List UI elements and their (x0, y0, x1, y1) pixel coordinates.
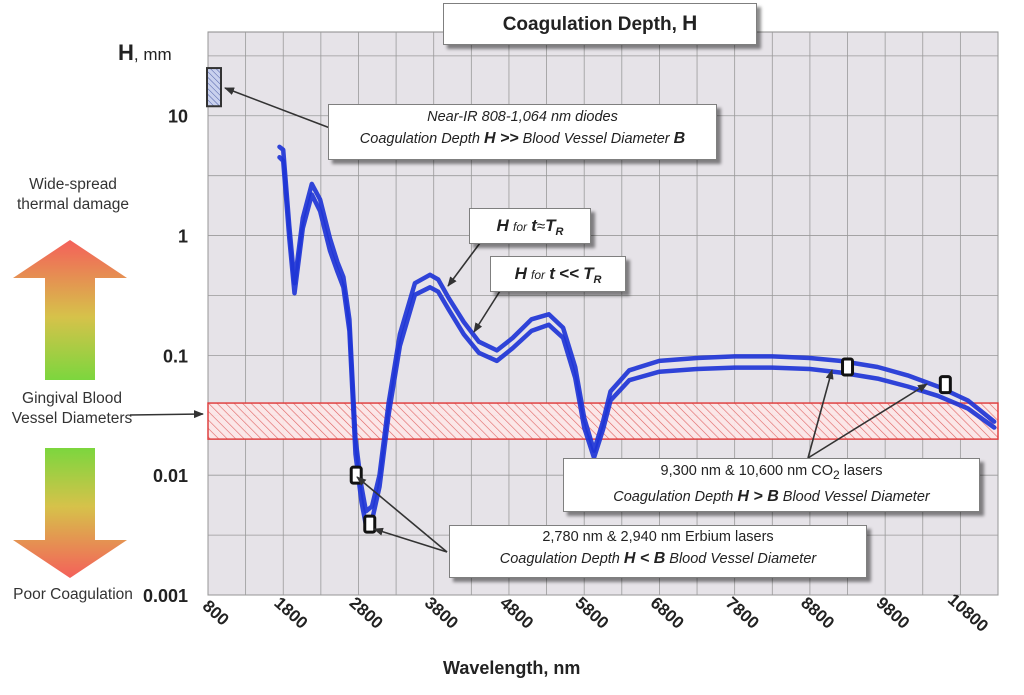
y-axis-symbol: H (118, 40, 134, 65)
series-layer (277, 144, 997, 528)
nir-line2-pre: Coagulation Depth (359, 131, 484, 147)
annotation-erbium-lasers: 2,780 nm & 2,940 nm Erbium lasers Coagul… (449, 525, 867, 578)
wide-spread-damage-arrow (13, 240, 127, 380)
co2-line1-a: 9,300 nm & 10,600 nm CO (660, 463, 834, 479)
series-line-2 (277, 155, 997, 528)
x-tick-label: 4800 (496, 593, 537, 632)
tr-T: T (545, 216, 556, 235)
annotation-near-ir: Near-IR 808-1,064 nm diodes Coagulation … (328, 104, 717, 160)
nir-marker (206, 67, 222, 108)
arrow-tll (473, 290, 501, 333)
tll-h: H (514, 264, 527, 283)
tr-sub: R (555, 226, 564, 238)
side-label-gingival: Gingival Blood Vessel Diameters (11, 390, 133, 427)
tll-rel: << (559, 264, 579, 283)
y-axis-unit: , mm (133, 45, 172, 64)
marker-layer (349, 357, 952, 534)
y-axis-label: H, mm (118, 40, 172, 66)
arrow-er-a (356, 476, 448, 553)
y-tick-label: 1 (178, 227, 188, 247)
poor-coagulation-arrow (13, 448, 127, 578)
tr-rel: ≈ (536, 218, 546, 235)
laser-marker (841, 357, 855, 377)
y-tick-label: 0.1 (163, 346, 188, 366)
nir-line2-end: B (673, 130, 686, 147)
co2-line1-sub: 2 (833, 467, 840, 482)
nir-line2-mid: Blood Vessel Diameter (518, 131, 674, 147)
label-series-t-approx-tr: H for t≈TR (469, 208, 591, 244)
annotation-co2-lasers: 9,300 nm & 10,600 nm CO2 lasers Coagulat… (563, 458, 980, 512)
x-tick-label: 3800 (421, 593, 462, 632)
title-symbol: H (682, 12, 698, 35)
co2-line2-sym: H > B (737, 487, 779, 505)
tr-for: for (513, 220, 528, 234)
x-tick-label: 1800 (271, 593, 312, 632)
x-tick-label: 2800 (346, 593, 387, 632)
x-tick-label: 5800 (571, 593, 612, 632)
nir-line2-sym: H >> (483, 130, 519, 147)
x-tick-label: 8800 (797, 593, 838, 632)
arrow-tr (447, 242, 481, 287)
tll-sub: R (593, 274, 602, 286)
arrow-er-b (373, 527, 448, 553)
x-tick-label: 800 (199, 596, 233, 629)
x-axis-title: Wavelength, nm (443, 658, 581, 678)
co2-line2-pre: Coagulation Depth (613, 488, 738, 505)
er-line2-pre: Coagulation Depth (499, 551, 624, 567)
x-tick-label: 9800 (872, 593, 913, 632)
tll-t: t (549, 264, 555, 283)
co2-line2-end: Blood Vessel Diameter (778, 488, 930, 505)
chart-title: Coagulation Depth, H (443, 3, 757, 45)
side-label-wide-spread: Wide-spread thermal damage (16, 176, 129, 213)
laser-marker (349, 465, 363, 485)
arrow-nir (224, 87, 331, 129)
er-line2-end: Blood Vessel Diameter (665, 551, 817, 567)
er-line1: 2,780 nm & 2,940 nm Erbium lasers (542, 529, 774, 545)
title-text: Coagulation Depth, (502, 14, 677, 35)
nir-line1: Near-IR 808-1,064 nm diodes (427, 109, 618, 125)
x-tick-label: 10800 (944, 590, 992, 636)
tll-for: for (531, 268, 546, 282)
x-tick-label: 6800 (647, 593, 688, 632)
laser-marker (938, 375, 952, 395)
series-line-1 (277, 144, 997, 514)
co2-line1-b: lasers (839, 463, 883, 479)
arrow-co2-a (807, 369, 834, 459)
er-line2-sym: H < B (623, 550, 666, 567)
tr-h: H (496, 216, 509, 235)
y-tick-label: 10 (168, 107, 188, 127)
side-label-poor: Poor Coagulation (13, 586, 133, 603)
y-tick-label: 0.01 (153, 466, 188, 486)
tll-T: T (583, 264, 594, 283)
arrow-co2-b (807, 383, 928, 459)
annotation-arrows (129, 87, 928, 553)
tr-t: t (531, 216, 537, 235)
laser-marker (363, 514, 377, 534)
x-tick-label: 7800 (722, 593, 763, 632)
arrow-ging (129, 410, 204, 419)
label-series-t-much-less-tr: H for t << TR (490, 256, 626, 292)
y-tick-label: 0.001 (143, 586, 188, 606)
